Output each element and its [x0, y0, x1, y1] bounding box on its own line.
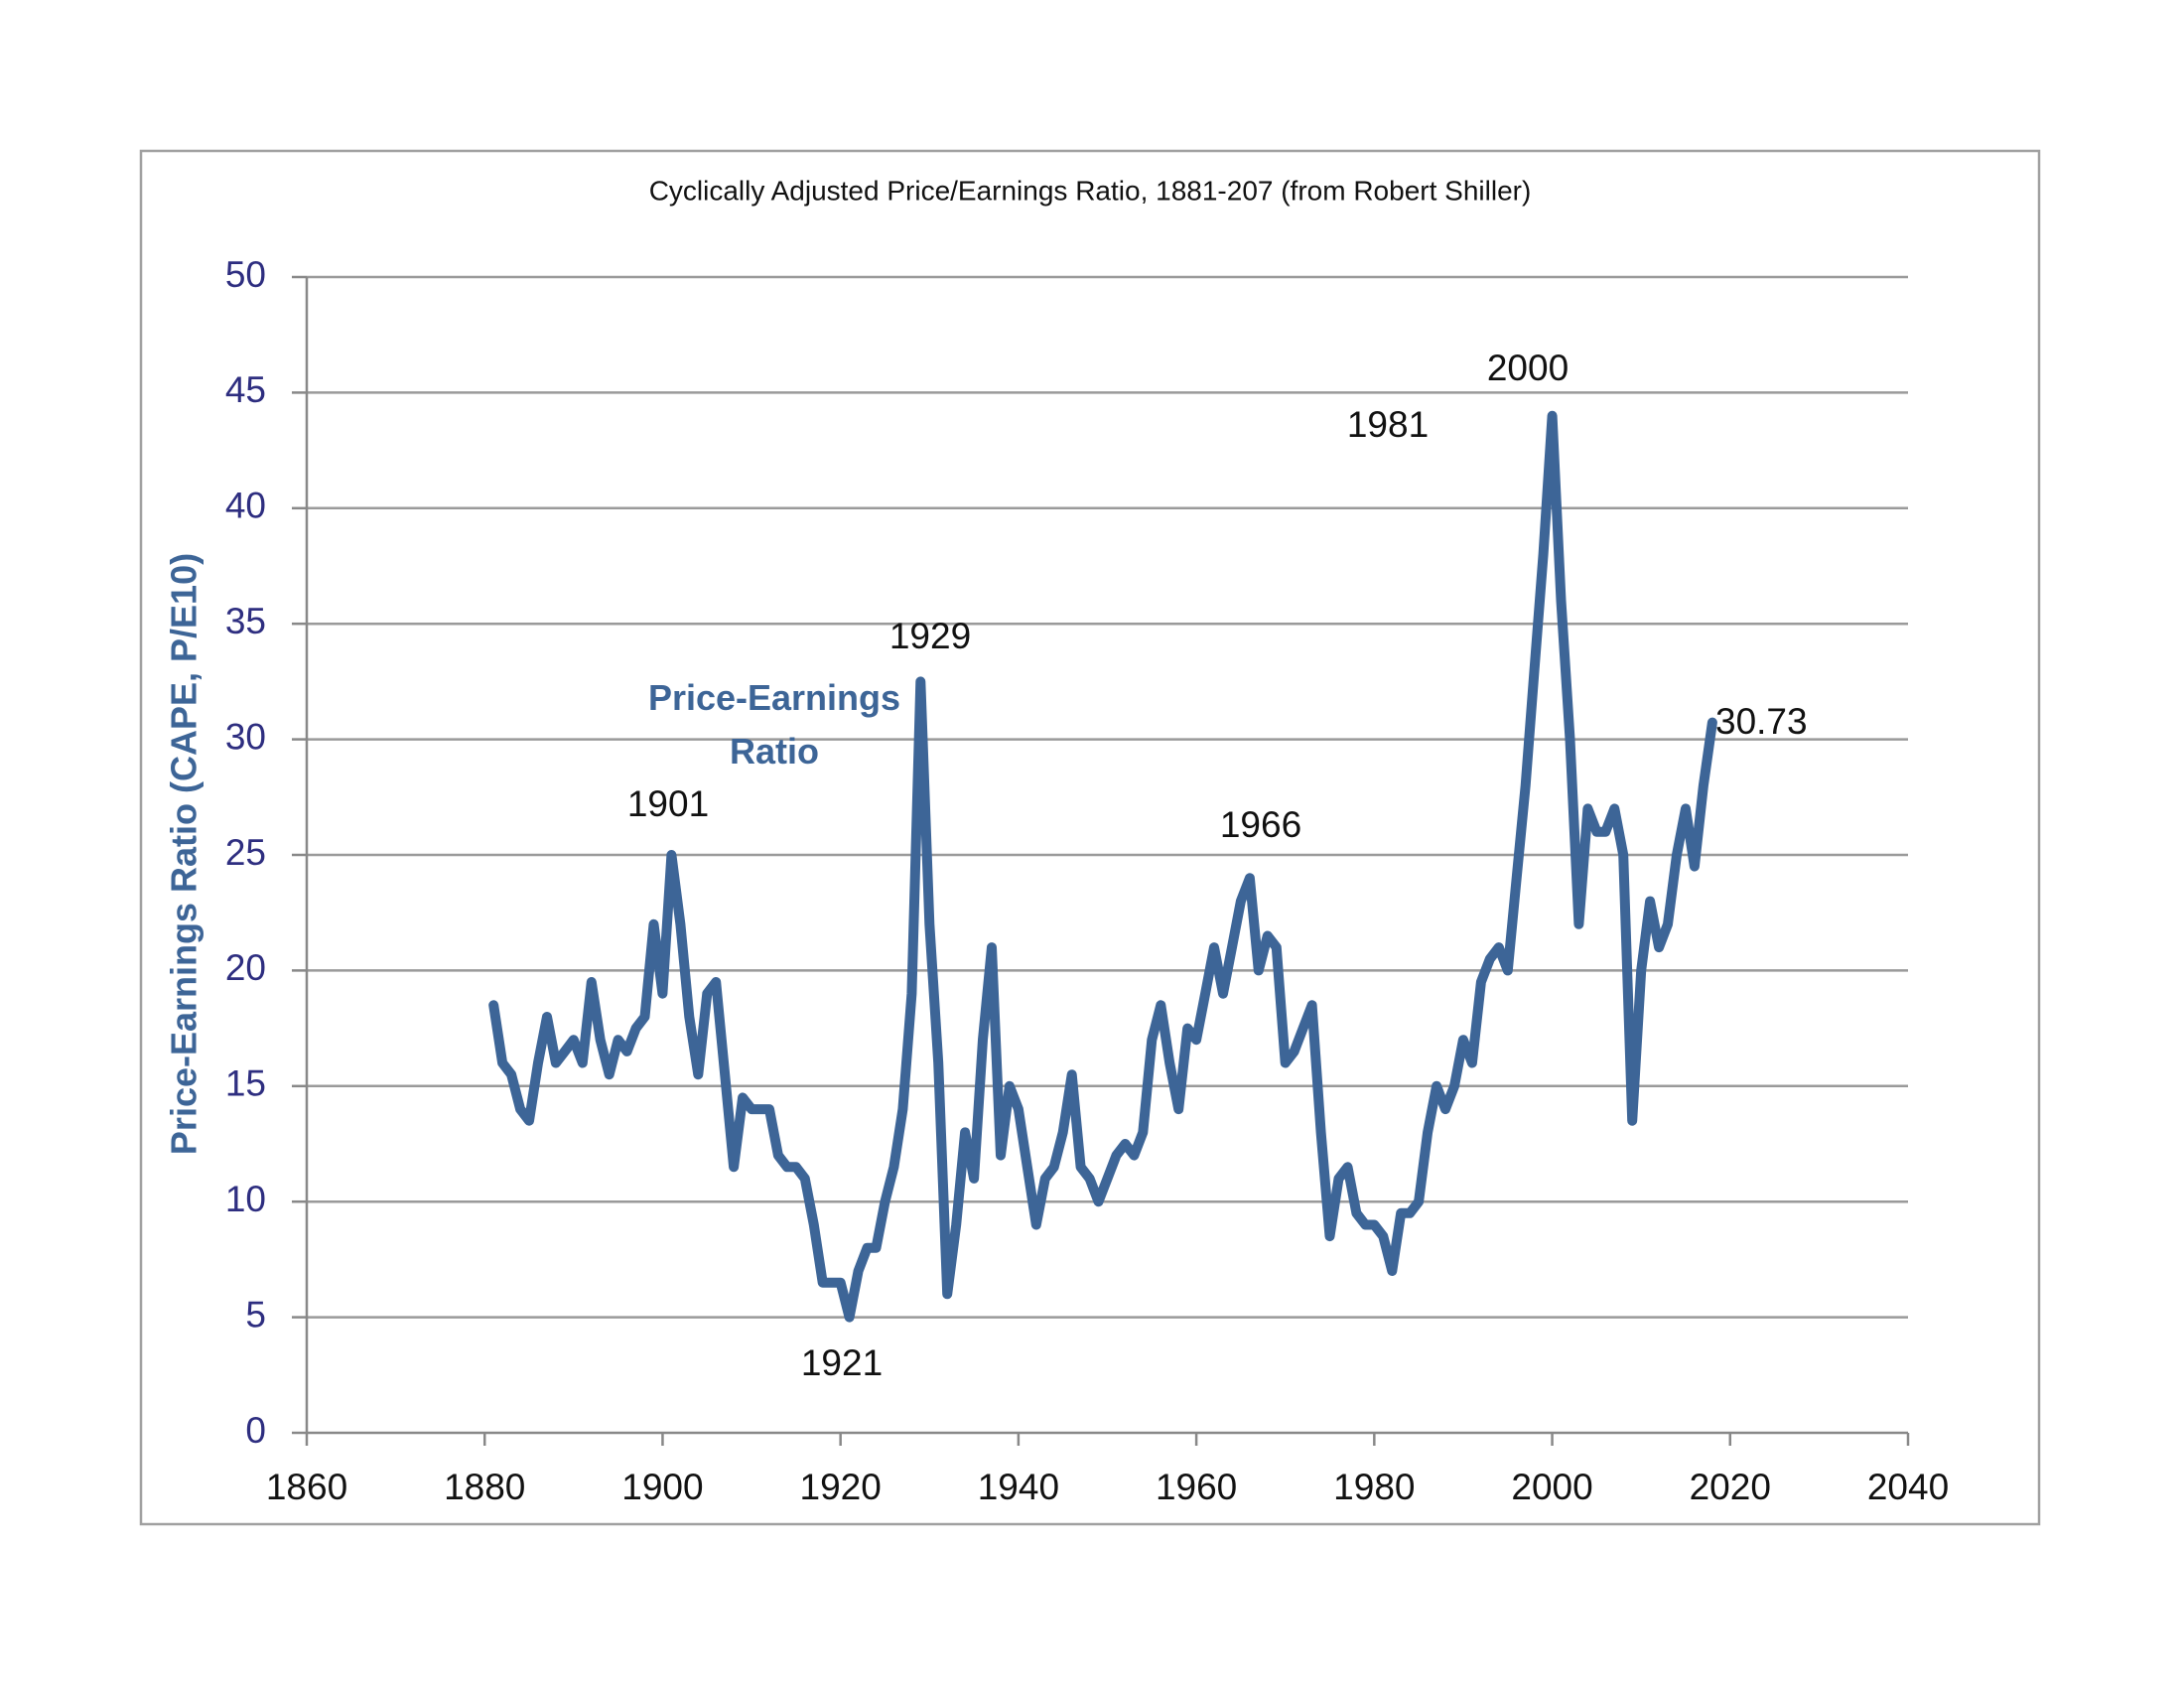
- y-tick-label: 50: [225, 254, 266, 295]
- annotation: 1901: [627, 783, 709, 824]
- y-axis-label: Price-Earnings Ratio (CAPE, P/E10): [164, 553, 205, 1155]
- x-tick-label: 1860: [266, 1467, 347, 1507]
- annotation: 1981: [1347, 404, 1429, 445]
- x-tick-label: 1900: [621, 1467, 703, 1507]
- annotation: 2000: [1487, 348, 1569, 388]
- y-tick-label: 20: [225, 947, 266, 988]
- y-tick-label: 0: [245, 1410, 266, 1451]
- chart-title: Cyclically Adjusted Price/Earnings Ratio…: [649, 175, 1532, 206]
- x-tick-label: 1960: [1156, 1467, 1237, 1507]
- y-tick-label: 30: [225, 716, 266, 757]
- annotation: 1921: [801, 1342, 883, 1383]
- annotation: 1929: [889, 616, 971, 656]
- annotation: 1966: [1220, 804, 1301, 845]
- series-label: Price-Earnings Ratio: [647, 677, 901, 772]
- y-tick-label: 25: [225, 832, 266, 873]
- x-tick-label: 1880: [444, 1467, 525, 1507]
- x-tick-label: 2000: [1511, 1467, 1592, 1507]
- y-tick-label: 40: [225, 486, 266, 526]
- data-line: [488, 410, 1717, 1323]
- x-tick-label: 1980: [1333, 1467, 1415, 1507]
- y-tick-label: 35: [225, 601, 266, 641]
- x-tick-label: 2020: [1690, 1467, 1771, 1507]
- x-tick-label: 1920: [800, 1467, 882, 1507]
- chart-frame: [139, 149, 2041, 1526]
- y-tick-label: 10: [225, 1179, 266, 1219]
- y-tick-label: 15: [225, 1063, 266, 1104]
- x-tick-label: 1940: [978, 1467, 1059, 1507]
- annotation: 30.73: [1715, 701, 1808, 742]
- y-tick-label: 5: [245, 1294, 266, 1335]
- x-tick-label: 2040: [1867, 1467, 1949, 1507]
- y-tick-label: 45: [225, 369, 266, 410]
